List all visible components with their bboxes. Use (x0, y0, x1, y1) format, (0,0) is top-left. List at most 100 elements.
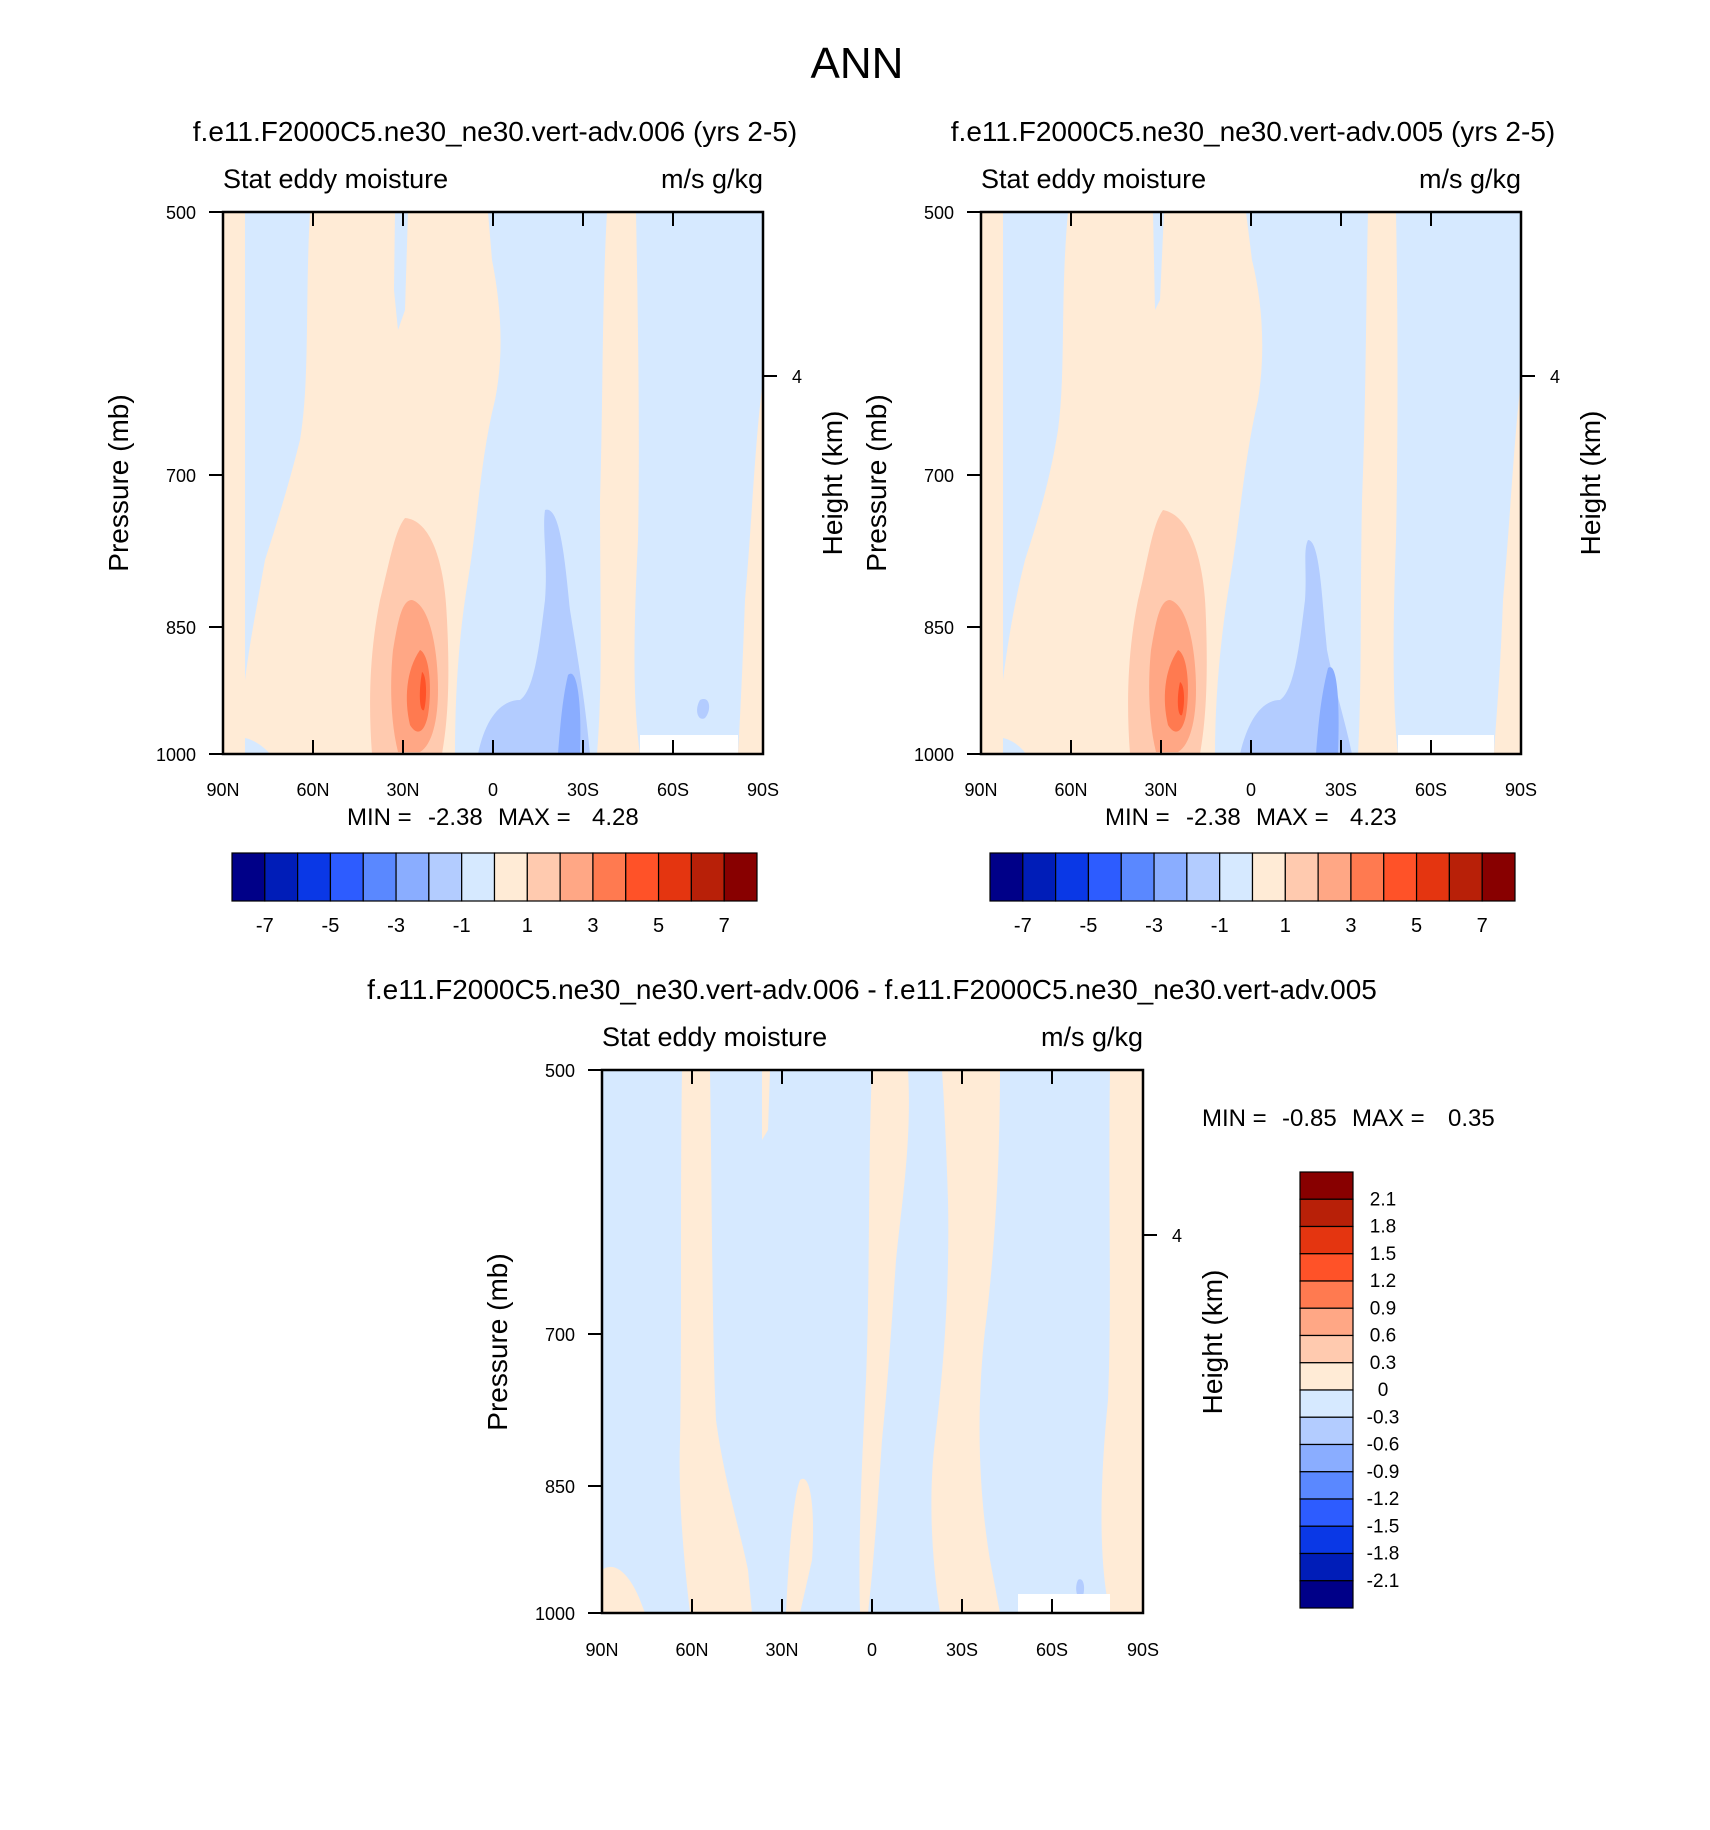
panel-1-units-label: m/s g/kg (661, 164, 763, 194)
panel-3-units-label: m/s g/kg (1041, 1022, 1143, 1052)
p2-neg-region-60s (1393, 212, 1521, 754)
p1-neg3-region (558, 673, 581, 754)
colorbar-swatch (1317, 852, 1352, 902)
colorbar-swatch (329, 852, 364, 902)
panel-3: f.e11.F2000C5.ne30_ne30.vert-adv.006 - f… (367, 974, 1495, 1660)
colorbar-label: -0.9 (1367, 1462, 1400, 1483)
p3-right-ytick: 4 (1172, 1226, 1182, 1246)
p1-max-label: MAX = (498, 804, 571, 831)
p2-max-value: 4.23 (1350, 804, 1397, 831)
p3-min-label: MIN = (1202, 1105, 1267, 1132)
p1-pos4-region (406, 650, 430, 732)
colorbar-swatch (526, 852, 561, 902)
colorbar-label: 1.5 (1370, 1244, 1396, 1265)
p3-neg2-spot (1076, 1579, 1085, 1599)
p1-ytick: 1000 (156, 745, 196, 765)
colorbar-swatch (1284, 852, 1319, 902)
colorbar-swatch (592, 852, 627, 902)
panel-1-ticks (209, 211, 777, 755)
p2-ylabel: Pressure (mb) (861, 394, 892, 571)
p1-xtick: 0 (488, 780, 498, 800)
panel-3-field (602, 1070, 1143, 1613)
p3-min-value: -0.85 (1282, 1105, 1337, 1132)
p3-pos-region-30s (931, 1070, 1000, 1613)
p1-max-value: 4.28 (592, 804, 639, 831)
p3-xtick: 90N (585, 1640, 618, 1660)
p1-ylabel-right: Height (km) (817, 411, 848, 556)
panel-3-minmax: MIN = -0.85 MAX = 0.35 (1202, 1105, 1495, 1132)
p1-pos5-region (419, 672, 427, 711)
colorbar-swatch (264, 852, 299, 902)
p1-xtick: 30S (567, 780, 599, 800)
colorbar-label: 7 (719, 915, 730, 937)
colorbar-swatch (1299, 1198, 1354, 1228)
p3-max-label: MAX = (1352, 1105, 1425, 1132)
colorbar-swatch (989, 852, 1024, 902)
p1-ytick: 850 (166, 618, 196, 638)
panel-3-colorbar: 2.1 1.8 1.5 1.2 0.9 0.6 0.3 0 -0.3 -0.6 -0.9 -1.2 -1… (1299, 1171, 1400, 1609)
colorbar-swatch (1299, 1525, 1354, 1555)
colorbar-swatch (1299, 1307, 1354, 1337)
colorbar-swatch (1251, 852, 1286, 902)
colorbar-label: -0.3 (1367, 1407, 1400, 1428)
panel-1: f.e11.F2000C5.ne30_ne30.vert-adv.006 (yr… (103, 116, 848, 937)
panel-2-title: f.e11.F2000C5.ne30_ne30.vert-adv.005 (yr… (951, 116, 1555, 147)
p1-neg-region-60n (245, 212, 310, 680)
panel-2-ticks (967, 211, 1535, 755)
colorbar-swatch (1055, 852, 1090, 902)
colorbar-label: 0.9 (1370, 1298, 1396, 1319)
colorbar-swatch (1186, 852, 1221, 902)
p1-xtick: 60N (296, 780, 329, 800)
colorbar-label: 0.3 (1370, 1353, 1396, 1374)
colorbar-label: -7 (1014, 915, 1032, 937)
p3-max-value: 0.35 (1448, 1105, 1495, 1132)
panel-1-y-tick-labels: 500 700 850 1000 (156, 203, 196, 765)
p1-ytick: 700 (166, 466, 196, 486)
colorbar-swatch (461, 852, 496, 902)
panel-3-ticks (588, 1069, 1157, 1614)
panel-2-units-label: m/s g/kg (1419, 164, 1521, 194)
colorbar-swatch (625, 852, 660, 902)
colorbar-label: 1.2 (1370, 1271, 1396, 1292)
p2-ytick: 1000 (914, 745, 954, 765)
colorbar-label: -1.8 (1367, 1544, 1400, 1565)
panel-1-title: f.e11.F2000C5.ne30_ne30.vert-adv.006 (yr… (193, 116, 797, 147)
p3-ytick: 850 (545, 1477, 575, 1497)
panel-1-minmax: MIN = -2.38 MAX = 4.28 (347, 804, 639, 831)
p1-ylabel: Pressure (mb) (103, 394, 134, 571)
p3-xtick: 30S (946, 1640, 978, 1660)
colorbar-label: 2.1 (1370, 1189, 1396, 1210)
p1-min-value: -2.38 (428, 804, 483, 831)
colorbar-label: 0.6 (1370, 1326, 1396, 1347)
colorbar-swatch (362, 852, 397, 902)
colorbar-label: -5 (1080, 915, 1098, 937)
p3-xtick: 90S (1127, 1640, 1159, 1660)
panel-2-y-tick-labels: 500 700 850 1000 (914, 203, 954, 765)
colorbar-swatch (559, 852, 594, 902)
colorbar-label: 1.8 (1370, 1217, 1396, 1238)
p1-xtick: 90N (206, 780, 239, 800)
p3-pos-region-20n-bottom (786, 1478, 814, 1613)
colorbar-swatch (297, 852, 332, 902)
p3-missing-data (1018, 1594, 1110, 1613)
p2-xtick: 60N (1054, 780, 1087, 800)
colorbar-swatch (1299, 1580, 1354, 1609)
colorbar-label: -7 (256, 915, 274, 937)
colorbar-swatch (231, 852, 266, 902)
p2-xtick: 0 (1246, 780, 1256, 800)
p2-pos5-region (1177, 682, 1185, 716)
p1-xtick: 60S (657, 780, 689, 800)
p1-neg-region-90n-bottom (245, 738, 270, 754)
colorbar-swatch (1299, 1280, 1354, 1309)
colorbar-swatch (1481, 852, 1516, 902)
colorbar-label: 3 (1345, 915, 1356, 937)
panel-1-x-tick-labels: 90N 60N 30N 0 30S 60S 90S (206, 780, 779, 800)
colorbar-swatch (1299, 1471, 1354, 1500)
p2-neg3-region (1316, 667, 1339, 754)
colorbar-swatch (1219, 852, 1254, 902)
panel-2: f.e11.F2000C5.ne30_ne30.vert-adv.005 (yr… (861, 116, 1606, 937)
p2-ytick: 850 (924, 618, 954, 638)
panel-3-title: f.e11.F2000C5.ne30_ne30.vert-adv.006 - f… (367, 974, 1377, 1005)
p1-missing-data (640, 735, 738, 754)
p3-ylabel-right: Height (km) (1197, 1270, 1228, 1415)
